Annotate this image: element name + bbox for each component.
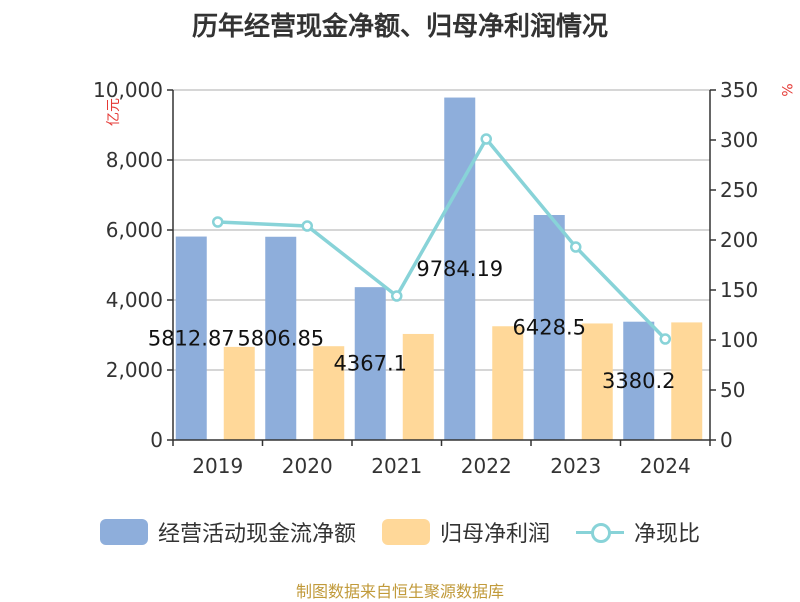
right-tick-label: 150 bbox=[720, 278, 758, 302]
x-tick-label: 2022 bbox=[461, 454, 512, 478]
line-ratio bbox=[217, 135, 667, 341]
bar-cashflow bbox=[265, 236, 297, 440]
data-label-cashflow: 5812.87 bbox=[148, 326, 235, 350]
bar-cashflow bbox=[533, 215, 565, 440]
bar-netprofit bbox=[402, 333, 434, 440]
bar-netprofit bbox=[492, 326, 524, 440]
x-tick-label: 2019 bbox=[192, 454, 243, 478]
right-tick-label: 350 bbox=[720, 78, 758, 102]
bar-netprofit bbox=[223, 346, 255, 440]
point-ratio bbox=[301, 220, 313, 232]
right-tick-label: 0 bbox=[720, 428, 733, 452]
data-label-cashflow: 3380.2 bbox=[602, 369, 675, 393]
legend-swatch-ratio bbox=[576, 519, 624, 545]
bar-cashflow bbox=[175, 236, 207, 440]
legend-label-netprofit: 归母净利润 bbox=[439, 522, 550, 547]
bar-netprofit bbox=[581, 323, 613, 440]
point-ratio bbox=[570, 241, 582, 253]
legend-label-ratio: 净现比 bbox=[634, 522, 701, 547]
axes: 0 2,000 4,000 6,000 8,000 10,000 0 50 100 150 200 2… bbox=[93, 78, 758, 478]
left-tick-label: 0 bbox=[150, 428, 163, 452]
left-tick-label: 2,000 bbox=[106, 358, 163, 382]
left-tick-label: 6,000 bbox=[106, 218, 163, 242]
bar-cashflow bbox=[444, 97, 476, 441]
source-note: 制图数据来自恒生聚源数据库 bbox=[295, 582, 504, 601]
right-tick-label: 300 bbox=[720, 128, 758, 152]
point-ratio bbox=[391, 290, 403, 302]
bar-cashflow bbox=[623, 321, 655, 440]
data-label-cashflow: 5806.85 bbox=[237, 326, 324, 350]
left-axis-unit: 亿元 bbox=[106, 98, 122, 126]
legend: 经营活动现金流净额 归母净利润 净现比 bbox=[0, 516, 800, 548]
left-tick-label: 8,000 bbox=[106, 148, 163, 172]
grid-lines bbox=[173, 89, 710, 371]
right-tick-label: 200 bbox=[720, 228, 758, 252]
bar-netprofit bbox=[313, 346, 345, 440]
right-tick-label: 250 bbox=[720, 178, 758, 202]
legend-item-ratio[interactable]: 净现比 bbox=[576, 516, 700, 548]
legend-swatch-netprofit bbox=[381, 519, 430, 545]
data-label-cashflow: 9784.19 bbox=[416, 257, 503, 281]
bar-cashflow bbox=[354, 287, 386, 440]
point-ratio bbox=[659, 333, 671, 345]
right-tick-label: 100 bbox=[720, 328, 758, 352]
x-tick-label: 2023 bbox=[550, 454, 601, 478]
legend-item-cashflow[interactable]: 经营活动现金流净额 bbox=[99, 516, 356, 548]
legend-item-netprofit[interactable]: 归母净利润 bbox=[381, 516, 550, 548]
line-series bbox=[212, 133, 671, 345]
chart-title: 历年经营现金净额、归母净利润情况 bbox=[191, 12, 608, 42]
x-tick-label: 2021 bbox=[371, 454, 422, 478]
right-axis-unit: % bbox=[778, 83, 794, 96]
data-label-cashflow: 6428.5 bbox=[513, 316, 586, 340]
data-label-cashflow: 4367.1 bbox=[334, 352, 407, 376]
x-tick-label: 2020 bbox=[282, 454, 333, 478]
left-tick-label: 4,000 bbox=[106, 288, 163, 312]
right-tick-label: 50 bbox=[720, 378, 745, 402]
left-tick-label: 10,000 bbox=[93, 78, 163, 102]
point-ratio bbox=[212, 216, 224, 228]
x-tick-label: 2024 bbox=[640, 454, 691, 478]
point-ratio bbox=[480, 133, 492, 145]
legend-label-cashflow: 经营活动现金流净额 bbox=[157, 522, 356, 547]
bar-netprofit bbox=[671, 322, 703, 440]
legend-swatch-cashflow bbox=[99, 519, 148, 545]
bar-series bbox=[175, 97, 703, 441]
data-labels: 5812.87 5806.85 4367.1 9784.19 6428.5 3380.2 bbox=[148, 257, 676, 393]
